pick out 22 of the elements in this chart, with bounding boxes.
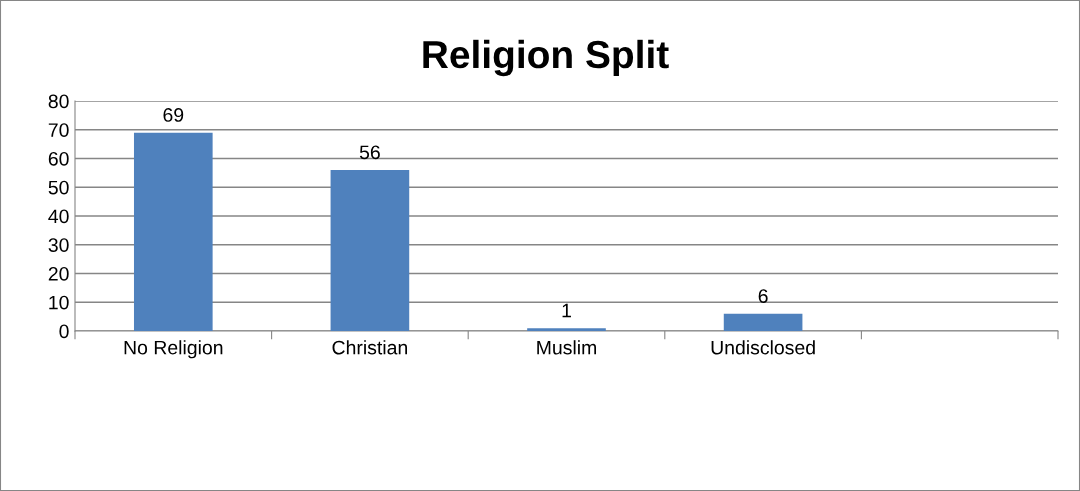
bar — [330, 170, 410, 331]
chart-title: Religion Split — [423, 39, 669, 77]
x-tick-label: No Religion — [124, 340, 223, 359]
bar — [723, 313, 803, 331]
y-tick-label: 10 — [49, 295, 69, 310]
y-tick-label: 60 — [48, 151, 69, 166]
bar — [133, 132, 213, 331]
data-label: 1 — [562, 303, 571, 318]
y-tick-label: 70 — [48, 123, 69, 137]
y-tick-label: 0 — [59, 324, 69, 339]
x-tick-label: Muslim — [537, 340, 596, 355]
data-label: 6 — [758, 289, 768, 303]
y-tick-label: 80 — [48, 94, 69, 109]
x-tick-label: Christian — [332, 340, 407, 355]
data-label: 56 — [359, 145, 380, 160]
y-tick-label: 40 — [48, 209, 69, 224]
y-tick-label: 50 — [48, 180, 69, 195]
y-tick-label: 30 — [48, 238, 69, 252]
data-label: 69 — [163, 108, 184, 122]
x-tick-label: Undisclosed — [711, 340, 815, 355]
y-tick-label: 20 — [48, 266, 69, 281]
bar — [527, 328, 606, 331]
